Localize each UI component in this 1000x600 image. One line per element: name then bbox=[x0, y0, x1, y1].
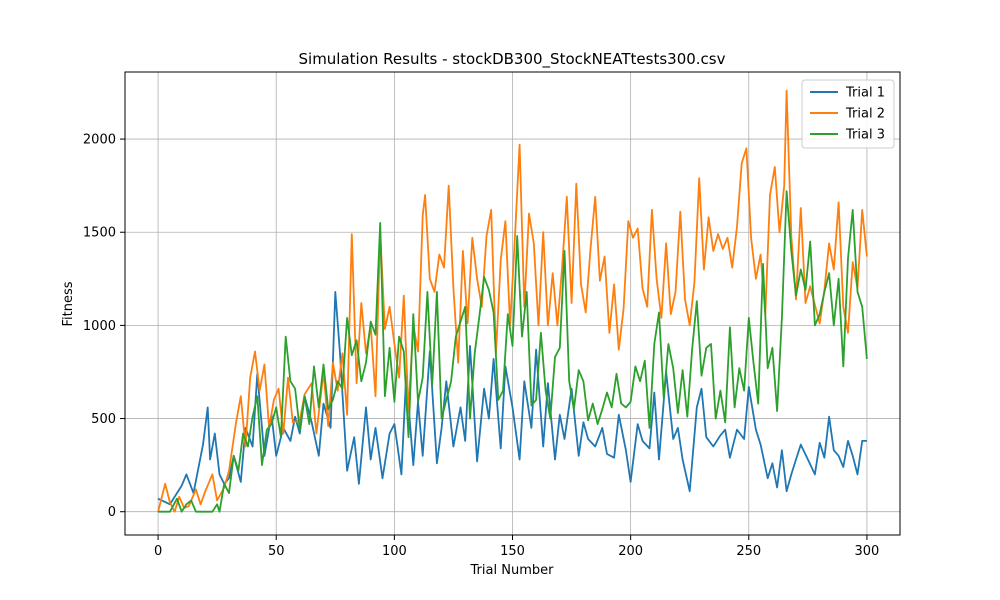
x-tick-label: 150 bbox=[500, 544, 525, 559]
x-tick-label: 100 bbox=[382, 544, 407, 559]
x-axis-ticks: 0 50 100 150 200 250 300 bbox=[154, 535, 879, 559]
y-tick-label: 1500 bbox=[83, 226, 116, 241]
y-tick-label: 2000 bbox=[83, 133, 116, 148]
y-tick-label: 1000 bbox=[83, 319, 116, 334]
series-line-trial-3 bbox=[158, 190, 868, 513]
legend-label-trial-3: Trial 3 bbox=[845, 128, 885, 143]
y-tick-label: 0 bbox=[108, 505, 116, 520]
series-layer bbox=[157, 89, 868, 513]
series-line-trial-2 bbox=[157, 89, 868, 513]
x-tick-label: 250 bbox=[736, 544, 761, 559]
y-axis-title: Fitness bbox=[61, 281, 76, 326]
x-axis-title: Trial Number bbox=[470, 563, 555, 578]
legend-box bbox=[801, 79, 895, 149]
x-tick-label: 300 bbox=[855, 544, 880, 559]
series-line-trial-1 bbox=[157, 291, 867, 506]
legend-label-trial-1: Trial 1 bbox=[845, 86, 885, 101]
legend-label-trial-2: Trial 2 bbox=[845, 107, 885, 122]
y-tick-label: 500 bbox=[91, 412, 116, 427]
chart-title: Simulation Results - stockDB300_StockNEA… bbox=[299, 50, 726, 69]
x-tick-label: 50 bbox=[268, 544, 285, 559]
x-tick-label: 0 bbox=[154, 544, 162, 559]
x-tick-label: 200 bbox=[618, 544, 643, 559]
y-axis-ticks: 0 500 1000 1500 2000 bbox=[83, 133, 125, 520]
legend: Trial 1 Trial 2 Trial 3 bbox=[801, 79, 895, 149]
